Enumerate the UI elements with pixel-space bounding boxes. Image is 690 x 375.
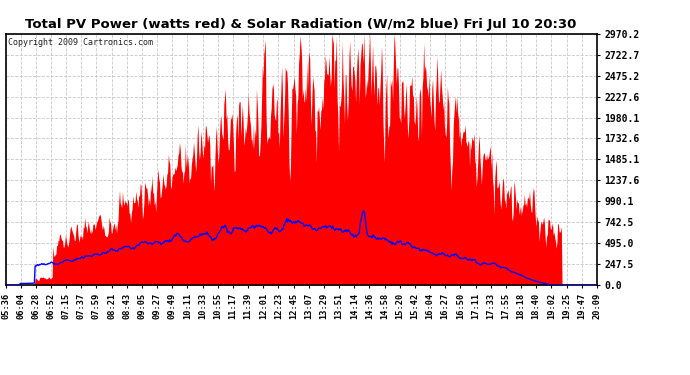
Text: Copyright 2009 Cartronics.com: Copyright 2009 Cartronics.com xyxy=(8,38,153,46)
Title: Total PV Power (watts red) & Solar Radiation (W/m2 blue) Fri Jul 10 20:30: Total PV Power (watts red) & Solar Radia… xyxy=(26,18,577,31)
